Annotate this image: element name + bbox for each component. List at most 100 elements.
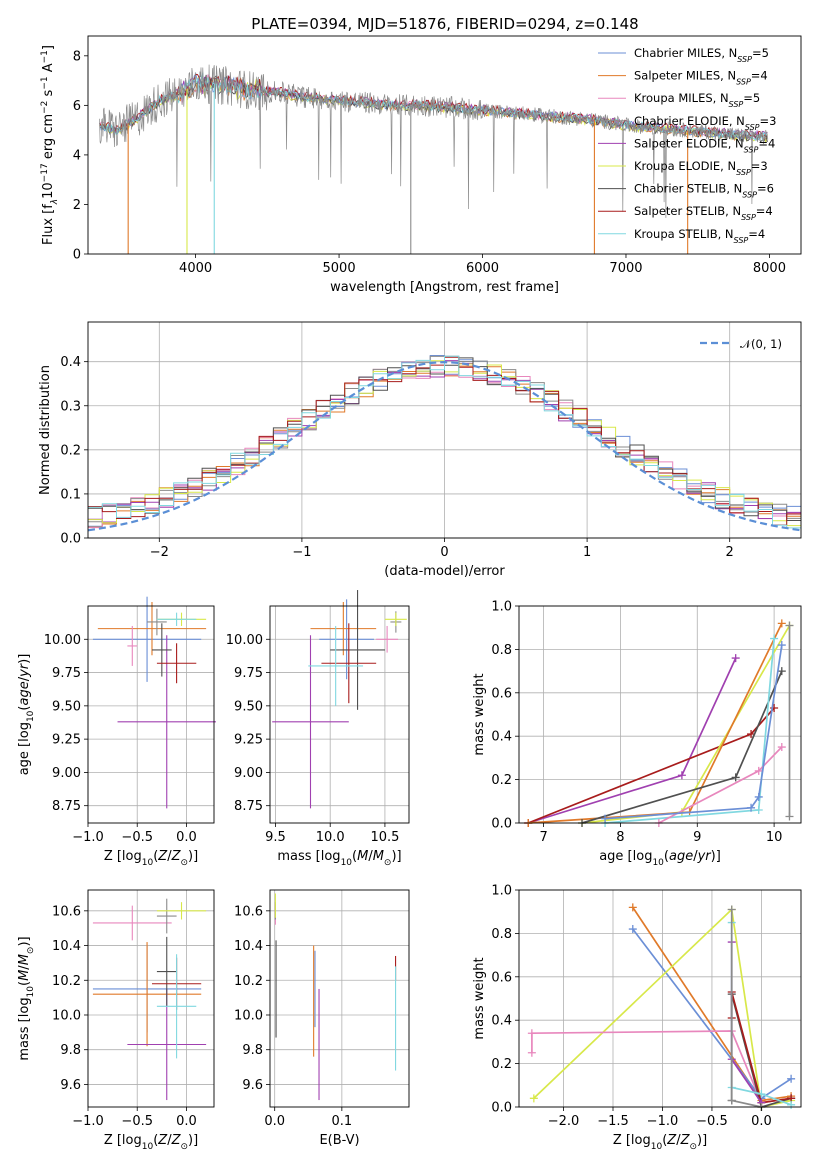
mass-weight-vs-age-ytick-label-3: 0.6 <box>491 686 512 701</box>
residuals-xtick-label-4: 2 <box>726 545 734 560</box>
age-vs-Z-ytick-label-5: 10.00 <box>44 633 81 648</box>
mass-weight-vs-Z-xtick-label-2: −1.0 <box>647 1114 679 1129</box>
age-vs-Z-frame <box>87 605 215 824</box>
age-vs-Z-ylabel: age [log10(age/yr)] <box>17 654 36 776</box>
legend-label-8: Kroupa STELIB, NSSP=4 <box>634 227 765 245</box>
mass-weight-vs-Z-series-chabrier-miles-marker-0 <box>628 925 637 934</box>
residuals-xtick-label-1: −1 <box>292 545 311 560</box>
mass-vs-EBV-ytick-label-0: 9.6 <box>242 1078 263 1093</box>
mass-weight-vs-age-frame <box>518 605 802 824</box>
mass-weight-vs-age-series-chabrier-miles-marker-3 <box>777 641 786 650</box>
legend-label-0: Chabrier MILES, NSSP=5 <box>634 46 769 64</box>
mass-weight-vs-age-ytick-label-1: 0.2 <box>491 773 512 788</box>
mass-weight-vs-Z-xtick-label-4: 0.0 <box>751 1114 772 1129</box>
age-vs-Z-xtick-label-2: 0.0 <box>176 830 197 845</box>
mass-weight-vs-Z-series-kroupa-elodie-marker-0 <box>529 1094 538 1103</box>
age-vs-mass-ytick-label-3: 9.50 <box>234 699 263 714</box>
age-vs-Z-ytick-label-3: 9.50 <box>52 699 81 714</box>
mass-weight-vs-age-xtick-label-0: 7 <box>539 830 547 845</box>
mass-vs-EBV-ytick-label-5: 10.6 <box>234 904 263 919</box>
mass-vs-EBV-xtick-label-0: 0.0 <box>264 1114 285 1129</box>
age-vs-mass-ytick-label-2: 9.25 <box>234 733 263 748</box>
residuals-ytick-label-3: 0.3 <box>60 399 81 414</box>
mass-weight-vs-age-series-chabrier-miles-marker-0 <box>601 814 610 823</box>
mass-weight-vs-age-xtick-label-1: 8 <box>616 830 624 845</box>
mass-vs-Z-ytick-label-1: 9.8 <box>60 1043 81 1058</box>
mass-weight-vs-Z-series-salpeter-miles-marker-0 <box>628 903 637 912</box>
spectrum-ytick-label-2: 4 <box>73 148 81 163</box>
mass-weight-vs-Z-ytick-label-2: 0.4 <box>491 1014 512 1029</box>
mass-weight-vs-Z-series-kroupa-stelib-marker-2 <box>757 1089 766 1098</box>
age-vs-Z-xtick-label-1: −0.5 <box>121 830 153 845</box>
residuals-ytick-label-4: 0.4 <box>60 355 81 370</box>
spectrum-xtick-label-4: 8000 <box>753 261 786 276</box>
residuals-frame <box>87 321 802 539</box>
spectrum-xtick-label-2: 6000 <box>466 261 499 276</box>
mass-weight-vs-age-series-chabrier-stelib-marker-1 <box>731 773 740 782</box>
mass-weight-vs-age-series-salpeter-elodie-marker-2 <box>731 654 740 663</box>
mass-weight-vs-age-xtick-label-3: 10 <box>766 830 783 845</box>
mass-weight-vs-Z-ytick-label-0: 0.0 <box>491 1101 512 1116</box>
age-vs-Z-ytick-label-4: 9.75 <box>52 666 81 681</box>
mass-weight-vs-Z-series-chabrier-elodie-marker-1 <box>727 1096 736 1105</box>
age-vs-mass-xtick-label-2: 10.5 <box>370 830 399 845</box>
legend-label-normal: 𝒩(0, 1) <box>740 337 782 351</box>
mass-vs-Z-ytick-label-4: 10.4 <box>52 939 81 954</box>
spectrum-frame <box>87 35 802 255</box>
age-vs-mass-ytick-label-0: 8.75 <box>234 799 263 814</box>
mass-weight-vs-Z-series-chabrier-elodie-marker-0 <box>727 905 736 914</box>
residuals-ytick-label-1: 0.1 <box>60 487 81 502</box>
residuals-ytick-label-2: 0.2 <box>60 443 81 458</box>
mass-weight-vs-age-xtick-label-2: 9 <box>693 830 701 845</box>
mass-weight-vs-Z-series-kroupa-miles-marker-1 <box>527 1029 536 1038</box>
mass-weight-vs-age-series-salpeter-miles-marker-2 <box>777 619 786 628</box>
axes-layer: 4000 5000 6000 7000 8000 0 2 4 6 8 wavelength [Ang… <box>17 35 802 1152</box>
mass-weight-vs-age-series-chabrier-miles-marker-2 <box>754 792 763 801</box>
spectrum-xtick-label-3: 7000 <box>609 261 642 276</box>
residuals-xtick-label-0: −2 <box>150 545 169 560</box>
legend-label-1: Salpeter MILES, NSSP=4 <box>634 69 768 87</box>
residuals-xlabel: (data-model)/error <box>384 564 505 579</box>
residuals-xtick-label-3: 1 <box>583 545 591 560</box>
legend-label-6: Chabrier STELIB, NSSP=6 <box>634 182 774 200</box>
mass-weight-vs-Z-series-kroupa-elodie <box>533 907 792 1109</box>
mass-weight-vs-age-series-chabrier-miles <box>605 644 783 820</box>
mass-weight-vs-Z-ytick-label-1: 0.2 <box>491 1057 512 1072</box>
mass-weight-vs-age-xlabel: age [log10(age/yr)] <box>599 849 721 868</box>
mass-weight-vs-age-series-chabrier-stelib <box>581 670 783 824</box>
spectrum-xlabel: wavelength [Angstrom, rest frame] <box>330 280 559 295</box>
mass-weight-vs-Z-frame <box>518 889 802 1108</box>
spectrum-data-line <box>99 64 769 218</box>
legend-label-3: Chabrier ELODIE, NSSP=3 <box>634 114 776 132</box>
spectrum-ytick-label-3: 6 <box>73 99 81 114</box>
mass-weight-vs-Z-ytick-label-4: 0.8 <box>491 927 512 942</box>
mass-vs-Z-ytick-label-2: 10.0 <box>52 1008 81 1023</box>
data-layer <box>87 64 802 1111</box>
age-vs-mass-ytick-label-4: 9.75 <box>234 666 263 681</box>
mass-weight-vs-Z-series-kroupa-miles-marker-0 <box>527 1048 536 1057</box>
mass-weight-vs-age-series-kroupa-stelib-marker-1 <box>754 805 763 814</box>
mass-weight-vs-age-series-chabrier-miles-marker-1 <box>747 803 756 812</box>
mass-weight-vs-Z-xtick-label-3: −0.5 <box>696 1114 728 1129</box>
age-vs-mass-xtick-label-0: 9.5 <box>265 830 286 845</box>
age-vs-Z-ytick-label-2: 9.25 <box>52 733 81 748</box>
mass-weight-vs-age-ylabel: mass weight <box>472 673 487 755</box>
spectrum-ytick-label-4: 8 <box>73 49 81 64</box>
legend-label-7: Salpeter STELIB, NSSP=4 <box>634 204 773 222</box>
mass-vs-Z-ylabel: mass [log10(M/M⊙)] <box>17 936 36 1060</box>
mass-weight-vs-age-series-kroupa-miles-marker-1 <box>754 766 763 775</box>
mass-vs-EBV-ytick-label-1: 9.8 <box>242 1043 263 1058</box>
residuals-ytick-label-0: 0.0 <box>60 532 81 547</box>
mass-weight-vs-Z-ytick-label-3: 0.6 <box>491 970 512 985</box>
mass-weight-vs-age-series-kroupa-miles-marker-2 <box>777 743 786 752</box>
mass-weight-vs-age-series-chabrier-stelib-marker-2 <box>777 667 786 676</box>
normal-curve <box>87 360 802 532</box>
mass-weight-vs-age-series-salpeter-stelib <box>527 707 775 824</box>
mass-weight-vs-Z-series-kroupa-stelib-marker-3 <box>787 1100 796 1109</box>
age-vs-mass-ytick-label-1: 9.00 <box>234 766 263 781</box>
age-vs-mass-xlabel: mass [log10(M/M⊙)] <box>277 849 401 868</box>
mass-vs-EBV-xtick-label-1: 0.1 <box>332 1114 353 1129</box>
mass-weight-vs-Z-ylabel: mass weight <box>472 957 487 1039</box>
mass-vs-EBV-ytick-label-2: 10.0 <box>234 1008 263 1023</box>
mass-weight-vs-age-series-chabrier-elodie-marker-1 <box>785 621 794 630</box>
